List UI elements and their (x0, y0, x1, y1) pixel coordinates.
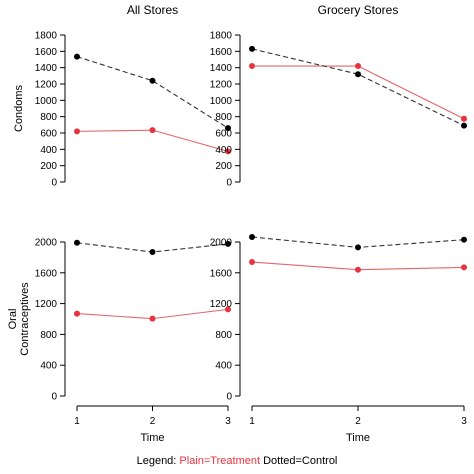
treatment-point (249, 63, 255, 70)
x-tick-label: 2 (150, 416, 156, 427)
control-line (251, 48, 465, 127)
legend-prefix: Legend: (136, 455, 180, 467)
y-tick-label: 2000 (35, 238, 58, 249)
control-point (149, 249, 156, 256)
control-point (461, 236, 467, 243)
y-tick-label: 1800 (35, 31, 58, 42)
y-tick-label: 1000 (210, 96, 233, 107)
panel-1: All Stores 0 200 400 600 800 1000 1200 1400 1600 1… (13, 3, 231, 189)
y-tick-label: 1800 (210, 31, 233, 42)
y-tick-label: 2000 (210, 238, 233, 249)
y-tick-label: 0 (226, 178, 232, 189)
y-tick-label: 0 (226, 392, 232, 403)
legend-control: Dotted=Control (260, 455, 338, 467)
x-tick-label: 3 (461, 416, 467, 427)
y-tick-label: 200 (215, 161, 232, 172)
treatment-point (225, 306, 231, 313)
y-axis-label-line: Oral (7, 309, 19, 330)
y-tick-label: 600 (40, 129, 57, 140)
legend: Legend: Plain=Treatment Dotted=Control (0, 455, 474, 467)
treatment-line (76, 129, 229, 152)
panel-title: All Stores (127, 3, 178, 17)
control-point (225, 125, 231, 132)
y-tick-label: 600 (215, 129, 232, 140)
y-tick-label: 1000 (35, 96, 58, 107)
y-tick-label: 800 (215, 112, 232, 123)
control-point (225, 240, 231, 247)
treatment-point (461, 264, 467, 271)
y-tick-label: 800 (215, 330, 232, 341)
y-tick-label: 1200 (35, 80, 58, 91)
y-axis-label-line: Condoms (13, 84, 25, 132)
y-tick-label: 1600 (210, 47, 233, 58)
control-point (149, 77, 156, 84)
y-tick-label: 400 (215, 361, 232, 372)
treatment-point (355, 63, 361, 70)
y-axis-label-line: Contraceptives (19, 282, 31, 356)
panel-title: Grocery Stores (318, 3, 399, 17)
y-tick-label: 0 (51, 392, 57, 403)
treatment-point (225, 148, 231, 155)
control-point (355, 71, 361, 78)
panel-3: 0 400 800 1200 1600 2000 OralContraceptives 1 2 3… (7, 238, 231, 445)
treatment-point (74, 310, 80, 317)
x-tick-label: 2 (355, 416, 361, 427)
y-tick-label: 400 (40, 361, 57, 372)
y-axis-label: OralContraceptives (7, 282, 31, 356)
y-axis-label: Condoms (13, 84, 25, 132)
x-tick-label: 1 (249, 416, 255, 427)
y-tick-label: 800 (40, 330, 57, 341)
y-tick-label: 1600 (210, 268, 233, 279)
x-axis-label: Time (346, 432, 370, 444)
y-tick-label: 1400 (35, 63, 58, 74)
treatment-point (355, 266, 361, 273)
y-tick-label: 1400 (210, 63, 233, 74)
treatment-point (149, 315, 156, 322)
y-tick-label: 200 (40, 161, 57, 172)
treatment-point (249, 259, 255, 266)
treatment-point (149, 127, 156, 134)
y-tick-label: 1200 (210, 299, 233, 310)
y-tick-label: 0 (51, 178, 57, 189)
y-tick-label: 400 (215, 145, 232, 156)
y-tick-label: 1600 (35, 47, 58, 58)
x-tick-label: 3 (225, 416, 231, 427)
treatment-point (74, 128, 80, 135)
control-point (355, 244, 361, 251)
y-tick-label: 800 (40, 112, 57, 123)
control-line (76, 56, 229, 129)
x-tick-label: 1 (74, 416, 80, 427)
legend-treatment: Plain=Treatment (179, 455, 261, 467)
control-point (249, 233, 255, 240)
control-point (461, 122, 467, 129)
panel-2: Grocery Stores 0 200 400 600 800 1000 1200 1400 1… (210, 3, 467, 189)
y-tick-label: 1200 (35, 299, 58, 310)
control-point (74, 53, 80, 60)
control-point (249, 45, 255, 52)
x-axis-label: Time (140, 432, 164, 444)
y-tick-label: 1600 (35, 268, 58, 279)
control-point (74, 239, 80, 246)
y-tick-label: 400 (40, 145, 57, 156)
panel-4: 0 400 800 1200 1600 2000 1 2 3 Time (210, 233, 467, 444)
treatment-point (461, 115, 467, 122)
y-tick-label: 1200 (210, 80, 233, 91)
